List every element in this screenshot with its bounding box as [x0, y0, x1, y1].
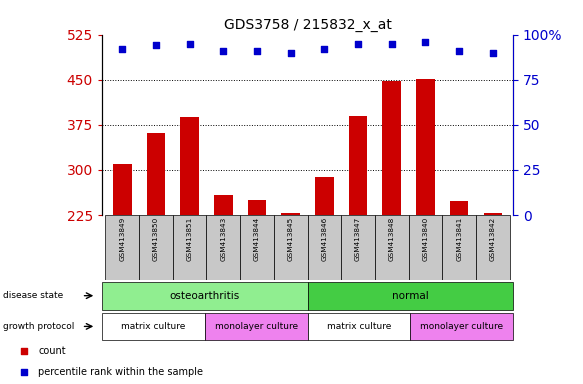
Bar: [282, 213, 300, 215]
Bar: [147, 132, 165, 215]
Bar: [102, 282, 308, 310]
Text: GSM413844: GSM413844: [254, 217, 260, 261]
Title: GDS3758 / 215832_x_at: GDS3758 / 215832_x_at: [224, 18, 391, 32]
Bar: [349, 116, 367, 215]
Text: matrix culture: matrix culture: [121, 322, 185, 331]
Bar: [410, 313, 513, 340]
Point: [185, 41, 194, 47]
Bar: [450, 201, 468, 215]
Bar: [173, 215, 206, 280]
Text: GSM413847: GSM413847: [355, 217, 361, 261]
Bar: [416, 79, 435, 215]
Point: [286, 50, 296, 56]
Text: monolayer culture: monolayer culture: [420, 322, 503, 331]
Bar: [382, 81, 401, 215]
Bar: [180, 117, 199, 215]
Text: monolayer culture: monolayer culture: [215, 322, 298, 331]
Text: GSM413842: GSM413842: [490, 217, 496, 261]
Point: [319, 46, 329, 52]
Point: [252, 48, 262, 54]
Text: GSM413845: GSM413845: [287, 217, 294, 261]
Text: matrix culture: matrix culture: [326, 322, 391, 331]
Bar: [315, 177, 333, 215]
Bar: [442, 215, 476, 280]
Point: [151, 42, 160, 48]
Bar: [102, 313, 205, 340]
Point: [219, 48, 228, 54]
Point: [387, 41, 396, 47]
Point: [353, 41, 363, 47]
Text: GSM413840: GSM413840: [423, 217, 429, 261]
Text: normal: normal: [392, 291, 429, 301]
Point: [20, 348, 29, 354]
Point: [20, 369, 29, 376]
Text: GSM413851: GSM413851: [187, 217, 192, 261]
Text: GSM413848: GSM413848: [389, 217, 395, 261]
Point: [488, 50, 497, 56]
Bar: [205, 313, 308, 340]
Text: osteoarthritis: osteoarthritis: [170, 291, 240, 301]
Text: GSM413849: GSM413849: [120, 217, 125, 261]
Bar: [409, 215, 442, 280]
Point: [421, 39, 430, 45]
Text: GSM413841: GSM413841: [456, 217, 462, 261]
Bar: [308, 313, 410, 340]
Bar: [308, 215, 341, 280]
Bar: [139, 215, 173, 280]
Bar: [240, 215, 274, 280]
Bar: [274, 215, 308, 280]
Bar: [214, 195, 233, 215]
Bar: [248, 200, 266, 215]
Bar: [483, 213, 502, 215]
Point: [118, 46, 127, 52]
Point: [455, 48, 464, 54]
Text: GSM413850: GSM413850: [153, 217, 159, 261]
Text: percentile rank within the sample: percentile rank within the sample: [38, 367, 203, 377]
Bar: [308, 282, 513, 310]
Bar: [375, 215, 409, 280]
Bar: [341, 215, 375, 280]
Text: count: count: [38, 346, 66, 356]
Text: disease state: disease state: [3, 291, 63, 300]
Bar: [476, 215, 510, 280]
Bar: [206, 215, 240, 280]
Bar: [113, 164, 132, 215]
Text: growth protocol: growth protocol: [3, 322, 74, 331]
Text: GSM413843: GSM413843: [220, 217, 226, 261]
Text: GSM413846: GSM413846: [321, 217, 328, 261]
Bar: [106, 215, 139, 280]
